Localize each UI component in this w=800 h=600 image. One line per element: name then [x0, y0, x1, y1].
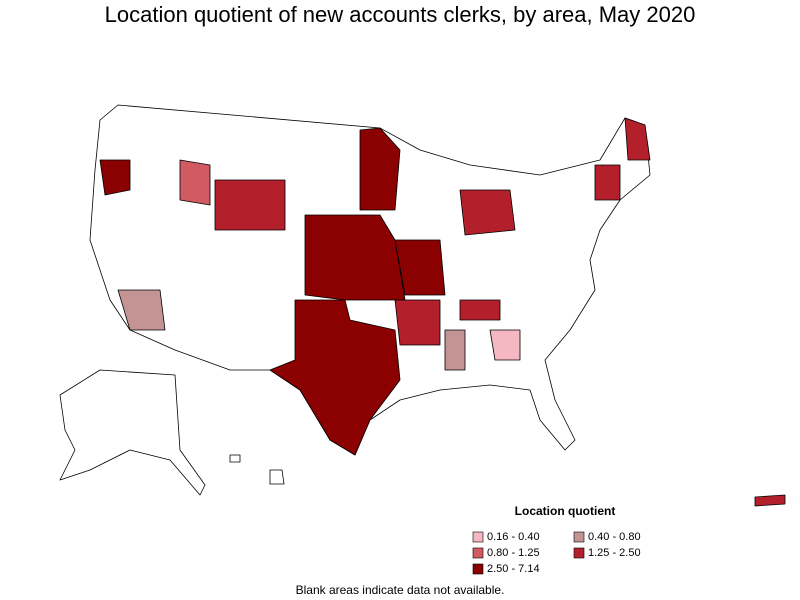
region-arkansas — [394, 299, 441, 346]
puerto-rico — [754, 494, 786, 507]
legend-label: 0.80 - 1.25 — [487, 547, 540, 559]
map — [59, 104, 786, 507]
hawaii-big-island — [269, 469, 285, 485]
region-texas — [269, 299, 401, 456]
legend-swatch — [472, 563, 484, 575]
region-tennessee — [459, 299, 501, 321]
legend-label: 1.25 - 2.50 — [588, 547, 641, 559]
region-california — [117, 289, 166, 331]
region-midwest — [459, 189, 516, 236]
region-missouri — [394, 239, 446, 296]
legend-swatch — [472, 531, 484, 543]
legend-label: 0.40 - 0.80 — [588, 531, 641, 543]
legend-swatch — [472, 547, 484, 559]
legend: Location quotient 0.16 - 0.40 0.40 - 0.80… — [472, 504, 641, 575]
hawaii — [229, 454, 241, 463]
region-wyoming — [214, 179, 286, 231]
legend-label: 2.50 - 7.14 — [487, 563, 540, 575]
legend-swatch — [573, 547, 585, 559]
legend-swatch — [573, 531, 585, 543]
footnote: Blank areas indicate data not available. — [296, 583, 505, 597]
region-northeast — [594, 164, 621, 201]
legend-title: Location quotient — [515, 504, 616, 518]
region-mississippi — [444, 329, 466, 371]
alaska — [59, 369, 206, 496]
region-idaho — [179, 159, 211, 206]
region-maine — [624, 117, 651, 161]
region-minnesota — [359, 127, 401, 211]
region-oregon — [99, 159, 131, 196]
legend-label: 0.16 - 0.40 — [487, 531, 540, 543]
map-title: Location quotient of new accounts clerks… — [105, 2, 696, 27]
region-georgia — [489, 329, 521, 361]
